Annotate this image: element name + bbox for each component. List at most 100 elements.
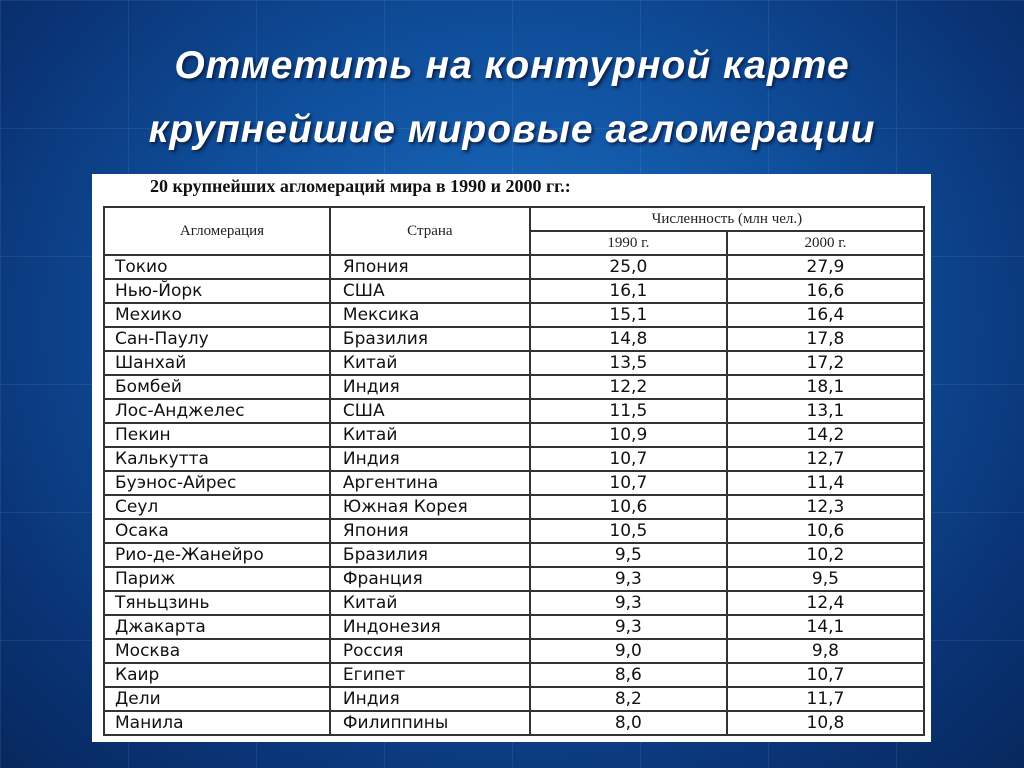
- cell-city: Осака: [103, 518, 331, 544]
- cell-city: Манила: [103, 710, 331, 736]
- cell-city: Москва: [103, 638, 331, 664]
- header-country: Страна: [328, 206, 531, 256]
- table-row: Буэнос-Айрес Аргентина 10,7 11,4: [103, 470, 926, 496]
- cell-2000: 17,2: [725, 350, 926, 376]
- cell-1990: 11,5: [528, 398, 728, 424]
- cell-country: Япония: [328, 518, 531, 544]
- header-year-1990: 1990 г.: [528, 230, 728, 256]
- cell-2000: 10,8: [725, 710, 926, 736]
- table-row: Каир Египет 8,6 10,7: [103, 662, 926, 688]
- agglomerations-table: Агломерация Страна Численность (млн чел.…: [103, 206, 926, 736]
- table-row: Нью-Йорк США 16,1 16,6: [103, 278, 926, 304]
- table-row: Калькутта Индия 10,7 12,7: [103, 446, 926, 472]
- cell-1990: 10,5: [528, 518, 728, 544]
- header-year-2000: 2000 г.: [725, 230, 926, 256]
- table-row: Тяньцзинь Китай 9,3 12,4: [103, 590, 926, 616]
- cell-city: Нью-Йорк: [103, 278, 331, 304]
- cell-city: Лос-Анджелес: [103, 398, 331, 424]
- table-row: Пекин Китай 10,9 14,2: [103, 422, 926, 448]
- slide-title-line-2: крупнейшие мировые агломерации: [148, 108, 876, 151]
- cell-2000: 11,7: [725, 686, 926, 712]
- cell-city: Сеул: [103, 494, 331, 520]
- cell-country: США: [328, 278, 531, 304]
- cell-2000: 12,3: [725, 494, 926, 520]
- cell-1990: 8,6: [528, 662, 728, 688]
- cell-1990: 9,3: [528, 590, 728, 616]
- cell-city: Каир: [103, 662, 331, 688]
- table-row: Токио Япония 25,0 27,9: [103, 254, 926, 280]
- cell-city: Тяньцзинь: [103, 590, 331, 616]
- cell-1990: 15,1: [528, 302, 728, 328]
- table-row: Лос-Анджелес США 11,5 13,1: [103, 398, 926, 424]
- cell-1990: 10,6: [528, 494, 728, 520]
- cell-1990: 25,0: [528, 254, 728, 280]
- cell-2000: 17,8: [725, 326, 926, 352]
- cell-city: Шанхай: [103, 350, 331, 376]
- cell-1990: 16,1: [528, 278, 728, 304]
- cell-country: Индия: [328, 686, 531, 712]
- cell-2000: 10,7: [725, 662, 926, 688]
- cell-city: Пекин: [103, 422, 331, 448]
- cell-city: Буэнос-Айрес: [103, 470, 331, 496]
- cell-city: Дели: [103, 686, 331, 712]
- cell-country: Мексика: [328, 302, 531, 328]
- cell-2000: 16,4: [725, 302, 926, 328]
- cell-2000: 18,1: [725, 374, 926, 400]
- cell-country: Индонезия: [328, 614, 531, 640]
- cell-city: Бомбей: [103, 374, 331, 400]
- cell-1990: 9,0: [528, 638, 728, 664]
- cell-1990: 8,0: [528, 710, 728, 736]
- cell-country: США: [328, 398, 531, 424]
- cell-country: Китай: [328, 590, 531, 616]
- cell-city: Париж: [103, 566, 331, 592]
- cell-city: Калькутта: [103, 446, 331, 472]
- table-row: Париж Франция 9,3 9,5: [103, 566, 926, 592]
- cell-city: Токио: [103, 254, 331, 280]
- cell-country: Франция: [328, 566, 531, 592]
- table-row: Шанхай Китай 13,5 17,2: [103, 350, 926, 376]
- cell-country: Китай: [328, 350, 531, 376]
- cell-2000: 9,5: [725, 566, 926, 592]
- cell-1990: 9,3: [528, 566, 728, 592]
- cell-1990: 10,7: [528, 470, 728, 496]
- table-row: Рио-де-Жанейро Бразилия 9,5 10,2: [103, 542, 926, 568]
- cell-2000: 13,1: [725, 398, 926, 424]
- cell-1990: 9,5: [528, 542, 728, 568]
- table-body: Токио Япония 25,0 27,9 Нью-Йорк США 16,1 16,6 Ме…: [103, 254, 926, 736]
- cell-2000: 10,2: [725, 542, 926, 568]
- slide-title-line-1: Отметить на контурной карте: [174, 44, 850, 87]
- table-row: Дели Индия 8,2 11,7: [103, 686, 926, 712]
- cell-city: Рио-де-Жанейро: [103, 542, 331, 568]
- table-row: Манила Филиппины 8,0 10,8: [103, 710, 926, 736]
- table-row: Джакарта Индонезия 9,3 14,1: [103, 614, 926, 640]
- cell-1990: 8,2: [528, 686, 728, 712]
- cell-1990: 13,5: [528, 350, 728, 376]
- cell-country: Бразилия: [328, 326, 531, 352]
- cell-2000: 14,1: [725, 614, 926, 640]
- table-row: Осака Япония 10,5 10,6: [103, 518, 926, 544]
- cell-2000: 10,6: [725, 518, 926, 544]
- cell-2000: 9,8: [725, 638, 926, 664]
- table-row: Сан-Паулу Бразилия 14,8 17,8: [103, 326, 926, 352]
- cell-country: Индия: [328, 446, 531, 472]
- cell-1990: 12,2: [528, 374, 728, 400]
- cell-country: Аргентина: [328, 470, 531, 496]
- cell-1990: 10,7: [528, 446, 728, 472]
- cell-country: Филиппины: [328, 710, 531, 736]
- cell-city: Мехико: [103, 302, 331, 328]
- cell-country: Япония: [328, 254, 531, 280]
- table-caption: 20 крупнейших агломераций мира в 1990 и …: [150, 176, 571, 196]
- header-agglomeration: Агломерация: [103, 206, 331, 256]
- cell-country: Египет: [328, 662, 531, 688]
- cell-2000: 12,4: [725, 590, 926, 616]
- table-row: Мехико Мексика 15,1 16,4: [103, 302, 926, 328]
- table-row: Сеул Южная Корея 10,6 12,3: [103, 494, 926, 520]
- cell-2000: 11,4: [725, 470, 926, 496]
- cell-country: Индия: [328, 374, 531, 400]
- cell-1990: 9,3: [528, 614, 728, 640]
- cell-2000: 14,2: [725, 422, 926, 448]
- cell-country: Южная Корея: [328, 494, 531, 520]
- cell-country: Россия: [328, 638, 531, 664]
- cell-2000: 27,9: [725, 254, 926, 280]
- cell-city: Джакарта: [103, 614, 331, 640]
